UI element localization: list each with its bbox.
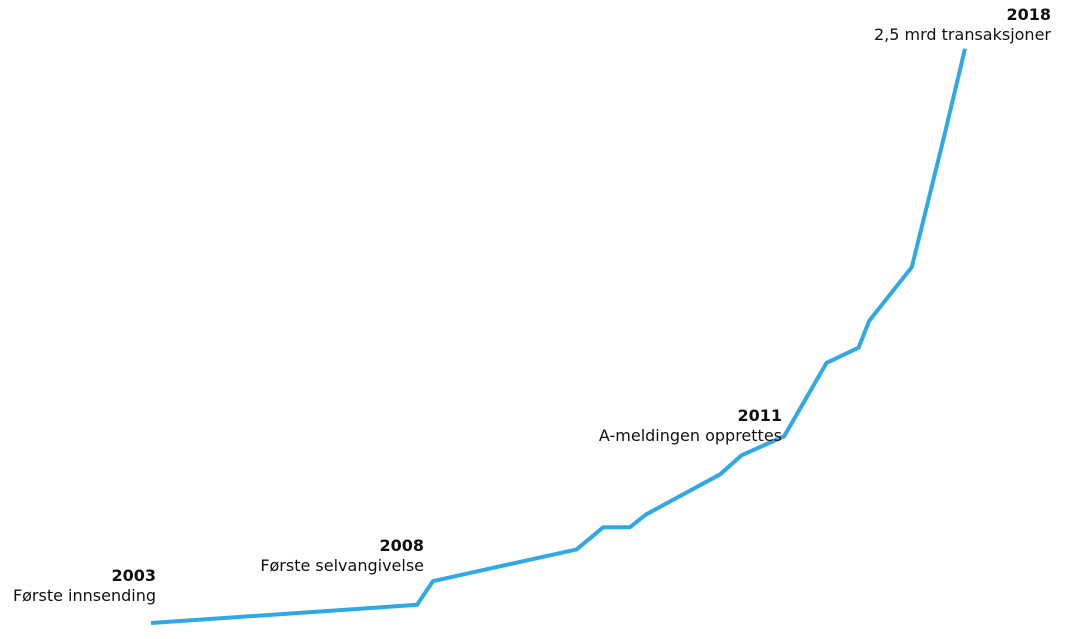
annotation-2003-text: Første innsending bbox=[13, 586, 156, 605]
annotation-2011-text: A-meldingen opprettes bbox=[599, 426, 782, 445]
annotation-2008-year: 2008 bbox=[379, 536, 424, 555]
annotation-layer: 2003 Første innsending 2008 Første selva… bbox=[13, 5, 1051, 605]
annotation-2018-text: 2,5 mrd transaksjoner bbox=[874, 25, 1051, 44]
annotation-2018-year: 2018 bbox=[1006, 5, 1051, 24]
series-line-0 bbox=[150, 48, 967, 625]
series-line-layer bbox=[150, 48, 967, 625]
annotation-2003-year: 2003 bbox=[111, 566, 156, 585]
annotation-2008-text: Første selvangivelse bbox=[260, 556, 424, 575]
annotation-2011-year: 2011 bbox=[737, 406, 782, 425]
